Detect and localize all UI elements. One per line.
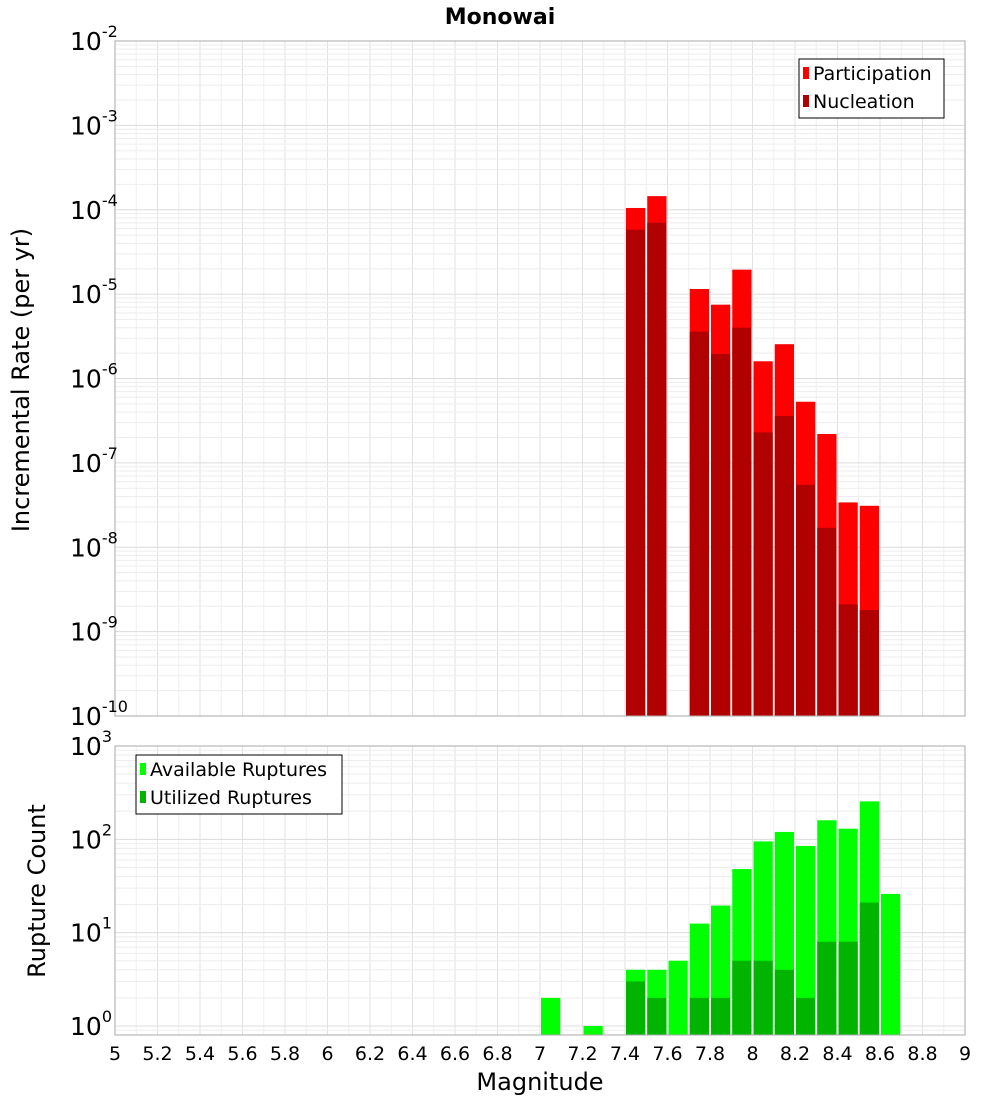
rate-grid — [114, 40, 966, 717]
participation-legend-label: Participation — [813, 63, 932, 85]
x-tick-label: 8.2 — [780, 1043, 810, 1065]
x-tick-label: 7.4 — [610, 1043, 640, 1065]
count-y-axis-label: Rupture Count — [23, 804, 51, 978]
utilized-bar — [838, 941, 858, 1035]
x-tick-label: 5.4 — [185, 1043, 215, 1065]
rate-chart: Monowai 10-1010-910-810-710-610-510-410-… — [7, 5, 966, 731]
utilized-bar — [711, 997, 731, 1035]
nucleation-legend-swatch — [803, 95, 809, 107]
nucleation-bar — [626, 229, 646, 717]
available-legend-label: Available Ruptures — [150, 759, 327, 781]
y-tick-label: 10-8 — [70, 528, 118, 562]
count-legend-box — [135, 754, 343, 815]
count-legend: Available Ruptures Utilized Ruptures — [135, 754, 343, 815]
x-tick-label: 8 — [746, 1043, 758, 1065]
utilized-bar — [796, 997, 816, 1035]
x-tick-label: 8.4 — [822, 1043, 852, 1065]
x-ticks: 5 5.2 5.4 5.6 5.8 6 6.2 6.4 6.6 6.8 7 7.2 7.4 7.6 7.8 8… — [109, 1043, 971, 1065]
y-tick-label: 10-3 — [70, 106, 118, 140]
available-legend-swatch — [140, 763, 146, 775]
rate-bars — [626, 196, 879, 717]
nucleation-bar — [732, 327, 752, 716]
y-tick-label: 10-2 — [70, 22, 118, 56]
nucleation-bar — [647, 222, 667, 716]
utilized-bar — [753, 960, 773, 1035]
x-tick-label: 5 — [109, 1043, 121, 1065]
utilized-legend-label: Utilized Ruptures — [150, 787, 312, 809]
nucleation-bar — [689, 331, 709, 716]
x-tick-label: 9 — [959, 1043, 971, 1065]
utilized-legend-swatch — [140, 791, 146, 803]
y-tick-label: 103 — [70, 727, 112, 761]
utilized-bar — [626, 981, 646, 1035]
y-tick-label: 101 — [70, 914, 112, 948]
y-tick-label: 10-10 — [70, 697, 128, 731]
x-tick-label: 7.8 — [695, 1043, 725, 1065]
x-tick-label: 8.6 — [865, 1043, 895, 1065]
available-bar — [881, 893, 901, 1035]
y-tick-label: 10-9 — [70, 613, 118, 647]
x-tick-label: 6.4 — [397, 1043, 427, 1065]
available-bar — [668, 960, 688, 1035]
y-tick-label: 100 — [70, 1007, 112, 1041]
x-tick-label: 7.2 — [567, 1043, 597, 1065]
count-bars — [541, 801, 901, 1035]
rate-y-ticks: 10-10 10-9 10-8 10-7 10-6 10-5 10-4 10-3 10-2 — [70, 22, 128, 731]
x-tick-label: 5.6 — [227, 1043, 257, 1065]
rate-plot-frame — [114, 40, 966, 717]
x-axis-label: Magnitude — [476, 1068, 603, 1096]
nucleation-bar — [838, 604, 858, 716]
nucleation-bar — [774, 415, 794, 716]
rate-y-axis-label: Incremental Rate (per yr) — [7, 228, 35, 532]
y-tick-label: 102 — [70, 820, 112, 854]
x-tick-label: 6.6 — [440, 1043, 470, 1065]
nucleation-legend-label: Nucleation — [813, 91, 915, 113]
x-tick-label: 6.8 — [482, 1043, 512, 1065]
utilized-bar — [647, 997, 667, 1035]
y-tick-label: 10-4 — [70, 191, 118, 225]
utilized-bar — [817, 941, 837, 1035]
count-y-ticks: 100 101 102 103 — [70, 727, 112, 1041]
y-tick-label: 10-5 — [70, 275, 118, 309]
participation-legend-swatch — [803, 67, 809, 79]
rupture-count-chart: 100 101 102 103 5 5.2 5.4 5.6 5.8 6 6.2 6.4 6.6 6.8 7… — [23, 727, 971, 1096]
x-tick-label: 7 — [534, 1043, 546, 1065]
utilized-bar — [732, 960, 752, 1035]
nucleation-bar — [711, 354, 731, 716]
rate-legend: Participation Nucleation — [798, 58, 945, 119]
utilized-bar — [859, 902, 879, 1035]
rate-legend-box — [798, 58, 945, 119]
x-tick-label: 8.8 — [907, 1043, 937, 1065]
x-tick-label: 5.2 — [142, 1043, 172, 1065]
x-tick-label: 6.2 — [355, 1043, 385, 1065]
nucleation-bar — [817, 527, 837, 716]
nucleation-bar — [796, 484, 816, 716]
x-tick-label: 6 — [321, 1043, 333, 1065]
nucleation-bar — [753, 432, 773, 716]
utilized-bar — [774, 969, 794, 1035]
chart-title: Monowai — [445, 5, 556, 30]
count-plot-frame — [114, 745, 966, 1036]
available-bar — [541, 997, 561, 1035]
x-tick-label: 7.6 — [652, 1043, 682, 1065]
x-tick-label: 5.8 — [270, 1043, 300, 1065]
utilized-bar — [689, 997, 709, 1035]
y-tick-label: 10-7 — [70, 444, 118, 478]
available-bar — [796, 845, 816, 1035]
available-bar — [583, 1025, 603, 1035]
y-tick-label: 10-6 — [70, 360, 118, 394]
nucleation-bar — [859, 610, 879, 716]
